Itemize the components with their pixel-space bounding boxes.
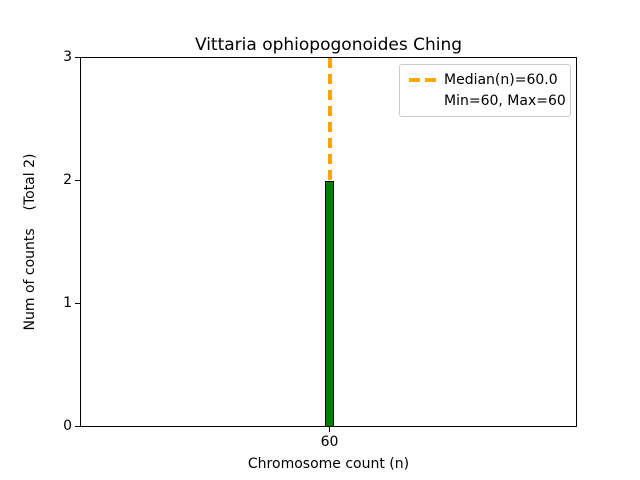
legend-label: Min=60, Max=60: [444, 92, 566, 109]
y-tick-mark: [75, 426, 80, 427]
y-tick-label: 1: [63, 295, 72, 311]
y-tick-label: 0: [63, 418, 72, 434]
legend-entry-minmax: Min=60, Max=60: [409, 90, 566, 111]
dashed-line-icon: [409, 77, 436, 82]
y-tick-label: 3: [63, 49, 72, 65]
y-tick-mark: [75, 180, 80, 181]
legend: Median(n)=60.0 Min=60, Max=60: [399, 64, 571, 117]
bar: [325, 181, 334, 427]
chart-title: Vittaria ophiopogonoides Ching: [194, 35, 463, 55]
legend-label: Median(n)=60.0: [444, 71, 558, 88]
y-axis-label: Num of counts (Total 2): [22, 153, 38, 331]
x-tick-label: 60: [320, 434, 339, 450]
y-tick-mark: [75, 303, 80, 304]
y-tick-label: 2: [63, 172, 72, 188]
empty-handle: [409, 99, 436, 103]
legend-entry-median: Median(n)=60.0: [409, 69, 561, 90]
y-tick-mark: [75, 57, 80, 58]
x-tick-mark: [329, 427, 330, 432]
x-axis-label: Chromosome count (n): [247, 456, 410, 472]
